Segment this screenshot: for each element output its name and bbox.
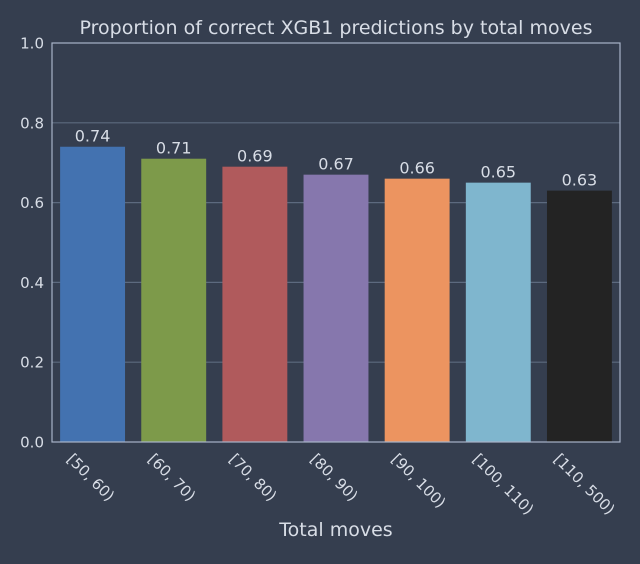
y-axis-ticks: 0.0 0.2 0.4 0.6 0.8 1.0 <box>20 35 44 452</box>
bar-value-label: 0.69 <box>237 147 273 166</box>
bar-value-label: 0.71 <box>156 139 192 158</box>
bar-value-label: 0.74 <box>75 127 111 146</box>
chart-title: Proportion of correct XGB1 predictions b… <box>80 17 593 39</box>
bar <box>303 174 369 443</box>
bar <box>60 146 126 443</box>
data-labels: 0.74 0.71 0.69 0.67 0.66 0.65 0.63 <box>75 127 597 190</box>
x-axis-ticks: [50, 60) [60, 70) [70, 80) [80, 90) [90, 100… <box>63 450 618 518</box>
bars <box>60 146 612 443</box>
bar-value-label: 0.65 <box>480 163 516 182</box>
x-axis-label: Total moves <box>278 519 392 541</box>
x-tick-label: [70, 80) <box>226 450 281 505</box>
bar-value-label: 0.63 <box>562 171 598 190</box>
bar <box>384 178 450 442</box>
bar <box>141 158 207 442</box>
bar-value-label: 0.67 <box>318 155 354 174</box>
y-tick-label: 0.0 <box>20 434 44 452</box>
x-tick-label: [90, 100) <box>388 450 449 511</box>
bar <box>222 166 288 442</box>
bar <box>465 182 531 442</box>
x-tick-label: [100, 110) <box>469 450 537 518</box>
x-tick-label: [110, 500) <box>550 450 618 518</box>
bar <box>546 190 612 442</box>
y-tick-label: 0.2 <box>20 354 44 372</box>
x-tick-label: [60, 70) <box>144 450 199 505</box>
y-tick-label: 0.8 <box>20 114 44 132</box>
y-tick-label: 1.0 <box>20 35 44 53</box>
y-tick-label: 0.4 <box>20 274 44 292</box>
y-tick-label: 0.6 <box>20 194 44 212</box>
bar-value-label: 0.66 <box>399 159 435 178</box>
x-tick-label: [80, 90) <box>307 450 362 505</box>
axes-frame <box>51 42 621 443</box>
x-tick-label: [50, 60) <box>63 450 118 505</box>
